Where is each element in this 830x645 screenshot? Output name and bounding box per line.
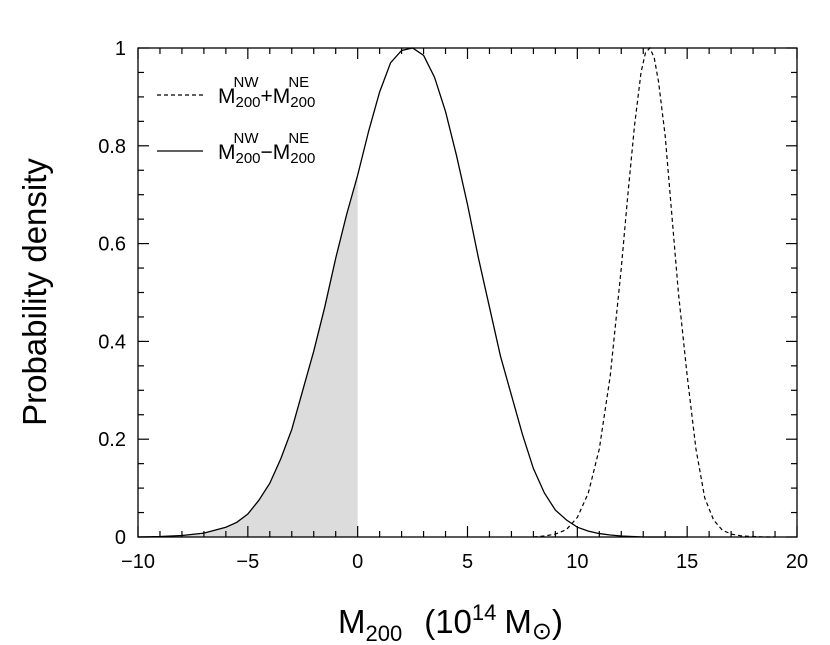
x-tick-label: 20 [786, 551, 808, 573]
x-tick-label: −10 [121, 551, 155, 573]
y-axis-title: Probability density [16, 158, 53, 426]
shaded-area [138, 175, 358, 537]
y-tick-label: 0.6 [98, 234, 126, 256]
x-tick-label: −5 [236, 551, 259, 573]
x-tick-label: 15 [676, 551, 698, 573]
legend-sum-label: M200NW+M200NE [218, 74, 315, 111]
legend: M200NW+M200NE M200NW−M200NE [157, 74, 315, 167]
y-tick-label: 1 [115, 38, 126, 60]
x-tick-labels: −10 −5 0 5 10 15 20 [121, 551, 808, 573]
legend-difference-label: M200NW−M200NE [218, 130, 315, 167]
x-axis-title: M200 (1014 M⊙) [338, 600, 563, 645]
axis-ticks [137, 47, 798, 538]
x-tick-label: 5 [462, 551, 473, 573]
x-tick-label: 0 [352, 551, 363, 573]
series-difference-line [137, 47, 688, 538]
y-tick-labels: 0 0.2 0.4 0.6 0.8 1 [98, 38, 126, 549]
y-tick-label: 0 [115, 527, 126, 549]
series-sum-line [533, 46, 776, 538]
y-tick-label: 0.4 [98, 331, 126, 353]
y-tick-label: 0.2 [98, 429, 126, 451]
y-tick-label: 0.8 [98, 136, 126, 158]
x-tick-label: 10 [566, 551, 588, 573]
